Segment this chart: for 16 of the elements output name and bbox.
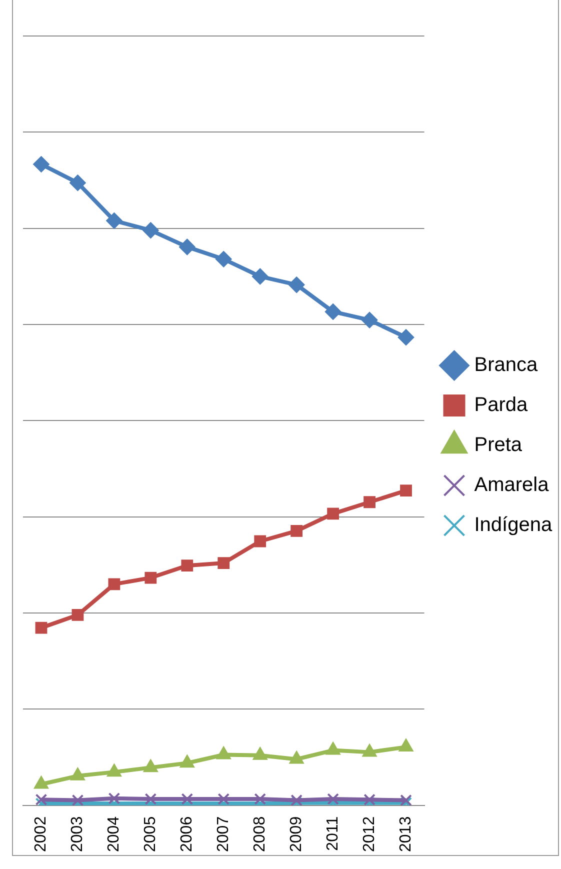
x-tick-label: 2006	[178, 816, 196, 852]
x-tick-label: 2013	[397, 816, 414, 852]
legend-label: Amarela	[474, 474, 550, 496]
legend-label: Parda	[474, 394, 528, 416]
x-tick-label: 2011	[324, 816, 342, 851]
x-tick-label: 2005	[142, 816, 160, 852]
legend-label: Indígena	[474, 514, 553, 536]
x-tick-label: 2003	[69, 816, 86, 852]
x-tick-label: 2004	[106, 816, 123, 852]
x-tick-label: 2002	[32, 816, 50, 852]
x-tick-label: 2007	[215, 816, 232, 852]
legend-label: Preta	[474, 434, 523, 456]
x-tick-label: 2009	[288, 816, 305, 852]
x-tick-label: 2008	[252, 816, 269, 852]
legend-label: Branca	[474, 354, 538, 376]
x-tick-label: 2012	[360, 816, 378, 852]
